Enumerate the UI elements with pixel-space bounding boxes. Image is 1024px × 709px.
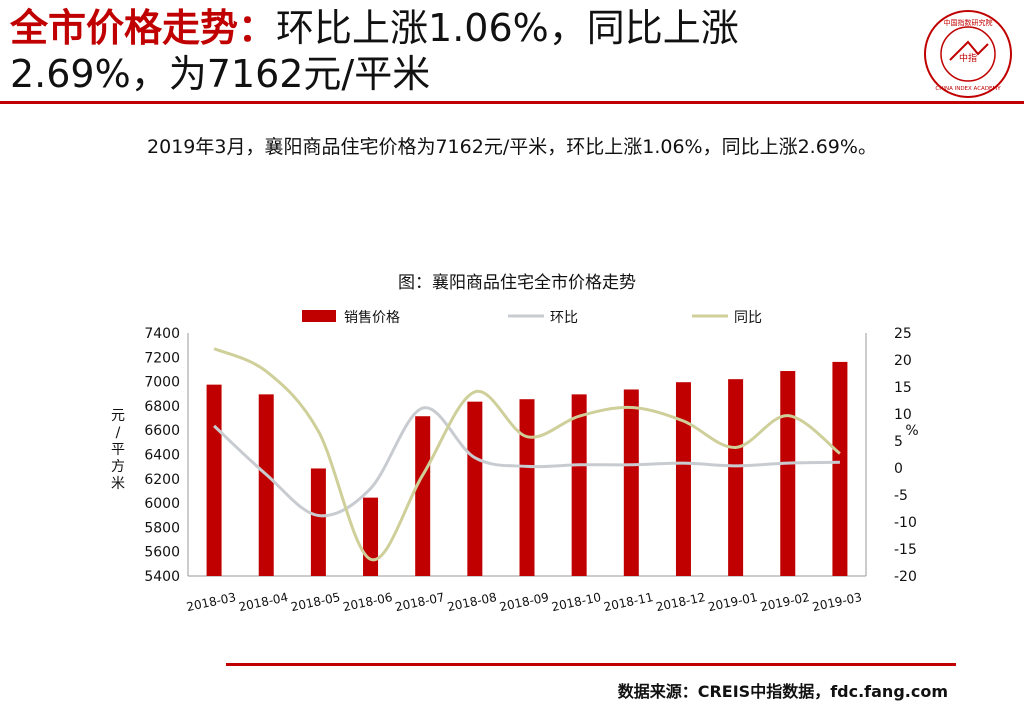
x-tick-label: 2018-08 — [446, 590, 498, 614]
y2-tick-label: 0 — [894, 461, 903, 477]
legend-label-同比: 同比 — [734, 310, 762, 326]
y-tick-label: 6600 — [144, 423, 180, 439]
y2-tick-label: 5 — [894, 434, 903, 450]
x-tick-label: 2018-06 — [342, 590, 394, 614]
y-tick-label: 7400 — [144, 326, 180, 342]
y2-tick-label: 15 — [894, 380, 912, 396]
footer-divider — [226, 663, 956, 666]
line-环比 — [213, 406, 840, 518]
legend-label-销售价格: 销售价格 — [344, 310, 400, 326]
bar-2018-09 — [519, 399, 535, 576]
y2-tick-label: -20 — [894, 569, 917, 585]
y-tick-label: 6400 — [144, 448, 180, 464]
x-tick-label: 2018-03 — [185, 590, 237, 614]
x-tick-label: 2019-03 — [811, 590, 863, 614]
x-tick-label: 2018-07 — [394, 590, 446, 614]
line-同比 — [213, 347, 841, 562]
bar-2018-04 — [258, 394, 274, 576]
x-tick-label: 2019-01 — [707, 590, 759, 614]
bar-2018-07 — [415, 416, 431, 576]
y2-axis-label: % — [905, 423, 918, 439]
bar-2018-05 — [310, 468, 326, 576]
bar-series — [206, 361, 848, 576]
y-tick-label: 6000 — [144, 496, 180, 512]
y-tick-label: 5400 — [144, 569, 180, 585]
page-title-highlight: 全市价格走势： — [10, 6, 277, 50]
x-tick-label: 2018-12 — [655, 590, 707, 614]
header-divider — [0, 101, 1024, 104]
summary-text: 2019年3月，襄阳商品住宅价格为7162元/平米，环比上涨1.06%，同比上涨… — [147, 136, 877, 158]
x-tick-label: 2018-11 — [602, 590, 654, 614]
legend-label-环比: 环比 — [550, 310, 578, 326]
y-tick-label: 7000 — [144, 375, 180, 391]
logo-ring-text: CHINA INDEX ACADEMY — [935, 86, 1001, 92]
y2-tick-label: -15 — [894, 542, 917, 558]
bar-2018-06 — [363, 497, 379, 576]
y-tick-label: 6200 — [144, 472, 180, 488]
bar-2018-11 — [623, 389, 639, 576]
bar-2018-12 — [675, 382, 691, 576]
bar-2019-02 — [780, 371, 796, 576]
chart-svg: 图：襄阳商品住宅全市价格走势 销售价格 环比 同比 5400 5600 5800 6000… — [111, 272, 919, 614]
page-title-rest: 环比上涨1.06%，同比上涨 — [276, 6, 739, 50]
y2-tick-label: 20 — [894, 353, 912, 369]
chart-legend: 销售价格 环比 同比 — [302, 310, 762, 326]
y-tick-label: 7200 — [144, 350, 180, 366]
page-title-line-2: 2.69%，为7162元/平米 — [10, 52, 431, 96]
y-tick-label: 5600 — [144, 545, 180, 561]
x-axis-labels: 2018-03 2018-04 2018-05 2018-06 2018-07 2018-… — [185, 590, 863, 614]
y2-tick-label: -5 — [894, 488, 908, 504]
logo-top-text: 中国指数研究院 — [944, 18, 993, 27]
bar-2018-10 — [571, 394, 587, 576]
y-tick-label: 5800 — [144, 520, 180, 536]
x-tick-label: 2018-10 — [550, 590, 602, 614]
china-index-academy-logo: 中指 中国指数研究院 CHINA INDEX ACADEMY — [924, 10, 1012, 98]
price-trend-chart: 图：襄阳商品住宅全市价格走势 销售价格 环比 同比 5400 5600 5800 6000… — [0, 250, 1024, 630]
y2-tick-label: -10 — [894, 515, 917, 531]
page-title-line-1: 全市价格走势：环比上涨1.06%，同比上涨 — [10, 6, 739, 50]
line-series — [213, 347, 841, 562]
y-axis-label-char: 平 — [111, 442, 125, 458]
logo-center-text: 中指 — [959, 52, 977, 64]
bar-2018-03 — [206, 384, 222, 576]
y-tick-label: 6800 — [144, 399, 180, 415]
y-axis-label-char: 米 — [111, 476, 125, 492]
y-axis-label-char: 元 — [111, 408, 125, 424]
y2-tick-label: 10 — [894, 407, 912, 423]
x-tick-label: 2018-09 — [498, 590, 550, 614]
x-tick-label: 2019-02 — [759, 590, 811, 614]
bar-2018-08 — [467, 401, 483, 576]
x-tick-label: 2018-04 — [237, 590, 289, 614]
y-axis-label-char: 方 — [111, 459, 125, 475]
data-source: 数据来源：CREIS中指数据，fdc.fang.com — [617, 682, 948, 701]
chart-axes: 5400 5600 5800 6000 6200 6400 6600 6800 7000 7200… — [111, 326, 919, 585]
legend-swatch-销售价格 — [302, 310, 336, 322]
chart-title: 图：襄阳商品住宅全市价格走势 — [398, 272, 636, 293]
y-axis-label-char: / — [116, 425, 121, 441]
x-tick-label: 2018-05 — [290, 590, 342, 614]
bar-2019-03 — [832, 361, 848, 576]
y2-tick-label: 25 — [894, 326, 912, 342]
bar-2019-01 — [728, 379, 744, 576]
